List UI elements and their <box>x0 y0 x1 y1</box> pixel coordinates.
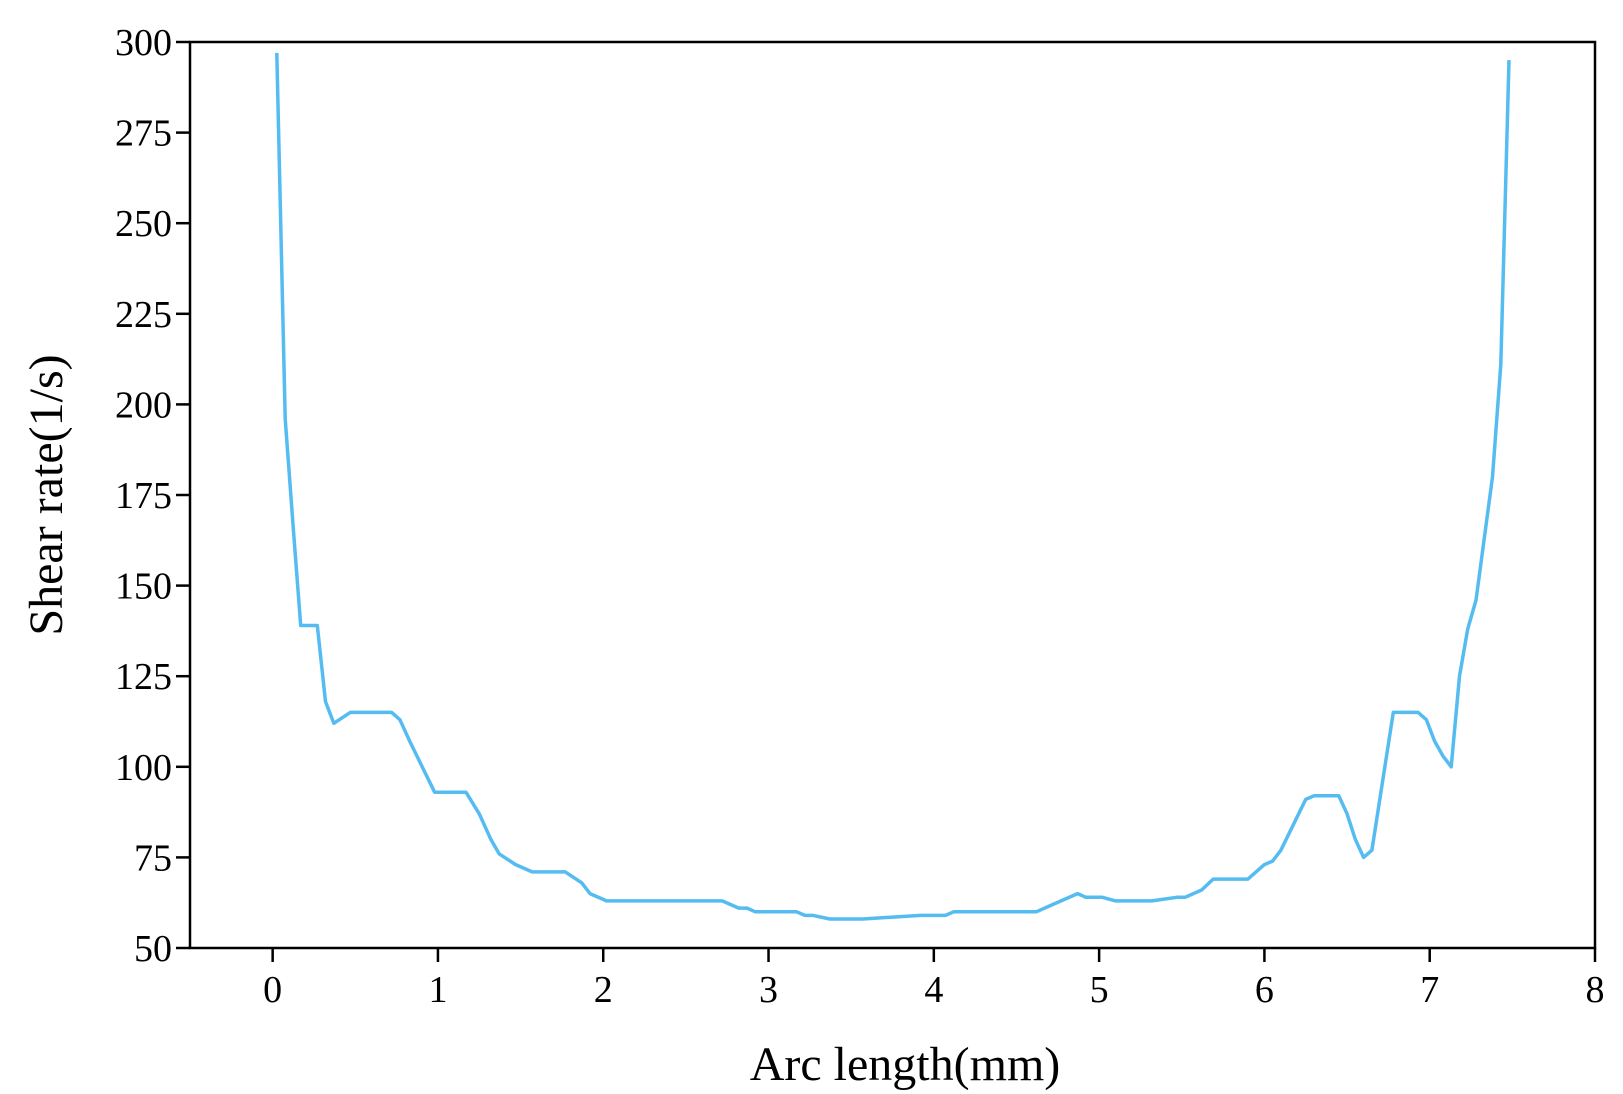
x-tick-label: 7 <box>1420 969 1439 1011</box>
y-tick-label: 100 <box>115 747 172 789</box>
y-tick-label: 125 <box>115 656 172 698</box>
data-line <box>275 52 1511 921</box>
x-tick-label: 1 <box>428 969 447 1011</box>
y-tick-label: 50 <box>134 928 172 970</box>
x-tick-label: 5 <box>1090 969 1109 1011</box>
y-axis-title: Shear rate(1/s) <box>20 354 73 635</box>
y-tick-label: 275 <box>115 113 172 155</box>
x-tick-label: 2 <box>594 969 613 1011</box>
x-tick-label: 4 <box>924 969 943 1011</box>
plot-frame <box>188 40 1597 950</box>
y-tick-label: 175 <box>115 475 172 517</box>
x-tick-label: 8 <box>1586 969 1605 1011</box>
x-tick-label: 3 <box>759 969 778 1011</box>
y-tick-label: 75 <box>134 837 172 879</box>
y-tick-label: 300 <box>115 22 172 64</box>
x-axis-title: Arc length(mm) <box>750 1038 1061 1091</box>
x-tick-label: 0 <box>263 969 282 1011</box>
y-tick-label: 150 <box>115 566 172 608</box>
y-tick-label: 225 <box>115 294 172 336</box>
y-tick-label: 200 <box>115 384 172 426</box>
y-tick-label: 250 <box>115 203 172 245</box>
x-tick-label: 6 <box>1255 969 1274 1011</box>
